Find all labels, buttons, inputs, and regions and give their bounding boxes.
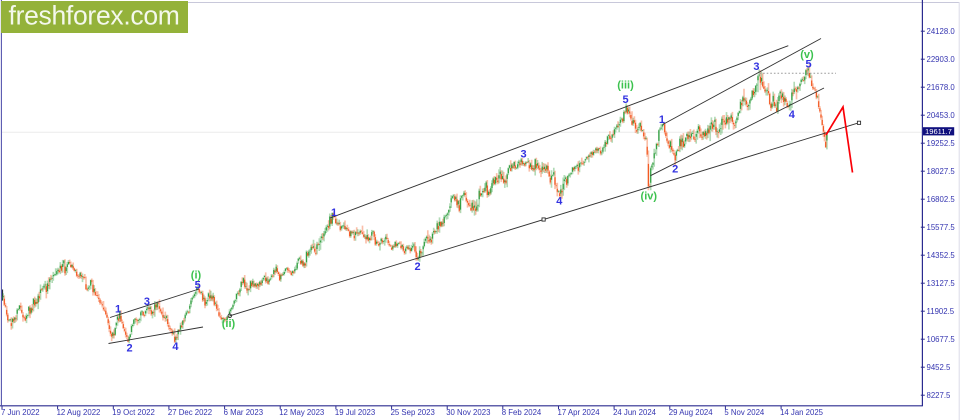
svg-text:4: 4 bbox=[172, 341, 179, 353]
svg-text:2: 2 bbox=[672, 164, 678, 176]
svg-text:16802.5: 16802.5 bbox=[927, 195, 956, 204]
svg-text:3: 3 bbox=[753, 61, 759, 73]
svg-text:8227.5: 8227.5 bbox=[927, 391, 952, 400]
svg-text:10677.5: 10677.5 bbox=[927, 335, 956, 344]
svg-text:14 Jan 2025: 14 Jan 2025 bbox=[780, 408, 824, 417]
svg-text:22903.0: 22903.0 bbox=[927, 55, 956, 64]
svg-text:25 Sep 2023: 25 Sep 2023 bbox=[391, 408, 435, 417]
svg-text:7 Jun 2022: 7 Jun 2022 bbox=[1, 408, 40, 417]
svg-text:5 Nov 2024: 5 Nov 2024 bbox=[724, 408, 765, 417]
svg-text:30 Nov 2023: 30 Nov 2023 bbox=[446, 408, 490, 417]
svg-text:5: 5 bbox=[195, 279, 201, 291]
svg-text:27 Dec 2022: 27 Dec 2022 bbox=[168, 408, 212, 417]
svg-text:(v): (v) bbox=[800, 49, 814, 61]
svg-text:14352.5: 14352.5 bbox=[927, 251, 956, 260]
svg-text:freshforex.com: freshforex.com bbox=[9, 1, 180, 31]
svg-text:29 Aug 2024: 29 Aug 2024 bbox=[669, 408, 713, 417]
svg-text:19 Oct 2022: 19 Oct 2022 bbox=[112, 408, 154, 417]
svg-text:1: 1 bbox=[331, 207, 337, 219]
svg-text:20453.0: 20453.0 bbox=[927, 111, 956, 120]
svg-text:2: 2 bbox=[414, 261, 420, 273]
svg-text:9452.5: 9452.5 bbox=[927, 363, 952, 372]
svg-text:5: 5 bbox=[806, 59, 812, 71]
svg-text:24128.0: 24128.0 bbox=[927, 27, 956, 36]
svg-text:1: 1 bbox=[659, 114, 665, 126]
svg-text:(iii): (iii) bbox=[617, 80, 634, 92]
svg-text:3: 3 bbox=[144, 296, 150, 308]
svg-text:24 Jun 2024: 24 Jun 2024 bbox=[613, 408, 657, 417]
svg-text:4: 4 bbox=[789, 109, 796, 121]
svg-text:19 Jul 2023: 19 Jul 2023 bbox=[335, 408, 375, 417]
svg-text:6 Mar 2023: 6 Mar 2023 bbox=[224, 408, 263, 417]
svg-text:19611.7: 19611.7 bbox=[925, 127, 952, 136]
svg-text:(ii): (ii) bbox=[222, 318, 236, 330]
svg-text:5: 5 bbox=[622, 94, 628, 106]
svg-text:4: 4 bbox=[556, 196, 563, 208]
svg-text:19252.5: 19252.5 bbox=[927, 139, 956, 148]
svg-text:17 Apr 2024: 17 Apr 2024 bbox=[558, 408, 601, 417]
svg-text:12 May 2023: 12 May 2023 bbox=[279, 408, 324, 417]
svg-text:15577.5: 15577.5 bbox=[927, 223, 956, 232]
svg-text:18027.5: 18027.5 bbox=[927, 167, 956, 176]
svg-text:(i): (i) bbox=[191, 270, 202, 282]
svg-text:8 Feb 2024: 8 Feb 2024 bbox=[502, 408, 542, 417]
svg-text:12 Aug 2022: 12 Aug 2022 bbox=[57, 408, 101, 417]
svg-text:21678.0: 21678.0 bbox=[927, 83, 956, 92]
svg-text:1: 1 bbox=[115, 303, 121, 315]
svg-text:(iv): (iv) bbox=[641, 191, 658, 203]
svg-text:11902.5: 11902.5 bbox=[927, 307, 955, 316]
svg-text:2: 2 bbox=[126, 342, 132, 354]
svg-text:13127.5: 13127.5 bbox=[927, 279, 956, 288]
svg-text:3: 3 bbox=[520, 148, 526, 160]
